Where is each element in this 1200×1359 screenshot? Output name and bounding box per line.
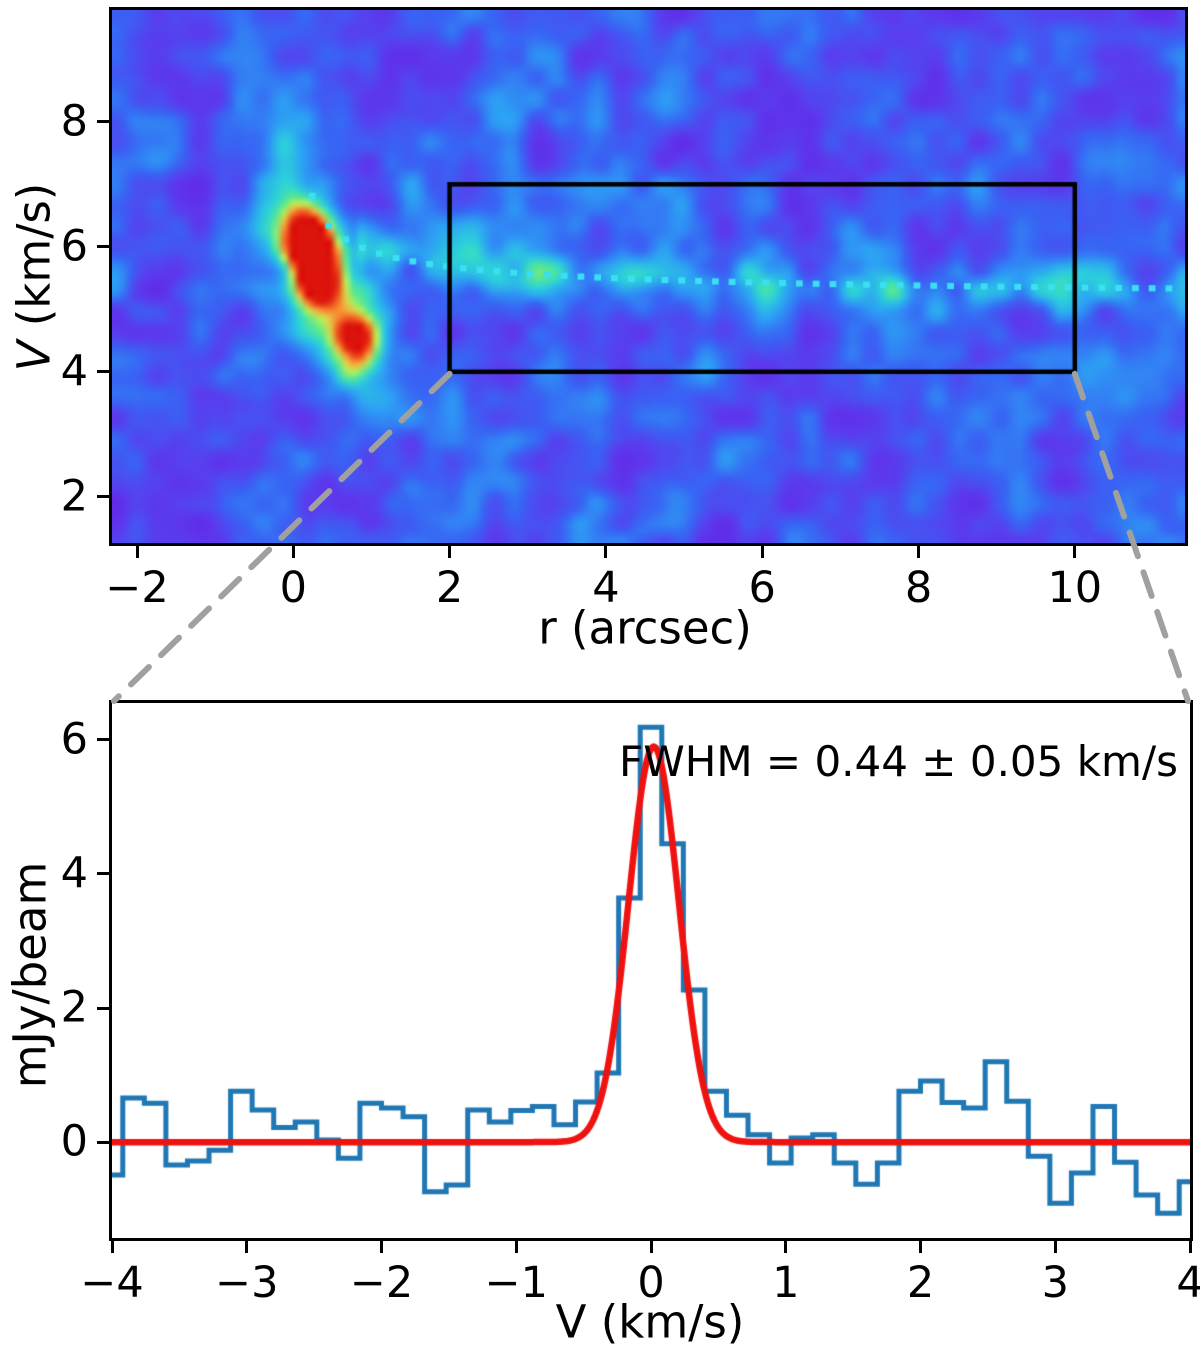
tick-mark [97,872,109,876]
pv-x-axis-label: r (arcsec) [538,601,752,655]
tick-label: −2 [349,1258,414,1308]
tick-label: 0 [279,563,307,613]
tick-mark [97,495,109,499]
tick-mark [97,120,109,124]
tick-mark [110,1241,114,1253]
tick-mark [97,738,109,742]
fwhm-annotation: FWHM = 0.44 ± 0.05 km/s [619,737,1178,786]
spectrum-x-axis-label: V (km/s) [555,1295,745,1349]
pv-y-axis-label-rest: (km/s) [7,182,61,341]
tick-label: 4 [60,848,88,899]
spectrum-panel: FWHM = 0.44 ± 0.05 km/s [109,700,1193,1241]
tick-mark [135,546,139,558]
tick-mark [97,1006,109,1010]
pv-heatmap-canvas [112,10,1185,543]
pv-y-axis-label: V (km/s) [8,183,61,372]
tick-mark [919,1241,922,1253]
tick-mark [514,1241,518,1253]
tick-label: 6 [60,714,88,765]
tick-mark [97,1140,109,1144]
tick-mark [917,546,920,558]
tick-mark [784,1241,788,1253]
tick-label: −2 [105,563,169,613]
tick-label: 8 [904,563,933,613]
tick-label: 0 [60,1116,88,1167]
tick-mark [1188,1241,1192,1253]
tick-label: 1 [772,1258,800,1308]
tick-mark [380,1241,383,1253]
pv-diagram-panel [109,7,1188,546]
tick-label: 2 [906,1258,935,1308]
tick-label: 4 [60,346,88,397]
tick-label: −4 [80,1258,144,1308]
tick-label: −3 [215,1258,279,1308]
spectrum-y-axis-label: mJy/beam [3,861,57,1089]
tick-mark [1073,546,1077,558]
tick-mark [97,245,109,249]
spectrum-canvas [112,703,1190,1238]
tick-label: 6 [60,221,88,272]
tick-label: 8 [60,96,88,147]
tick-mark [604,546,608,558]
tick-mark [1053,1241,1057,1253]
tick-mark [97,370,109,374]
tick-label: 2 [60,471,88,522]
pv-y-axis-label-italic: V [7,340,61,372]
tick-label: 10 [1047,563,1103,613]
tick-label: 3 [1041,1258,1069,1308]
tick-label: 6 [748,563,776,613]
tick-mark [649,1241,653,1253]
tick-mark [760,546,764,558]
tick-label: 2 [60,982,88,1033]
tick-mark [245,1241,249,1253]
tick-label: 4 [1176,1258,1200,1308]
tick-mark [448,546,452,558]
tick-mark [291,546,295,558]
tick-label: 2 [435,563,464,613]
tick-label: −1 [484,1258,548,1308]
